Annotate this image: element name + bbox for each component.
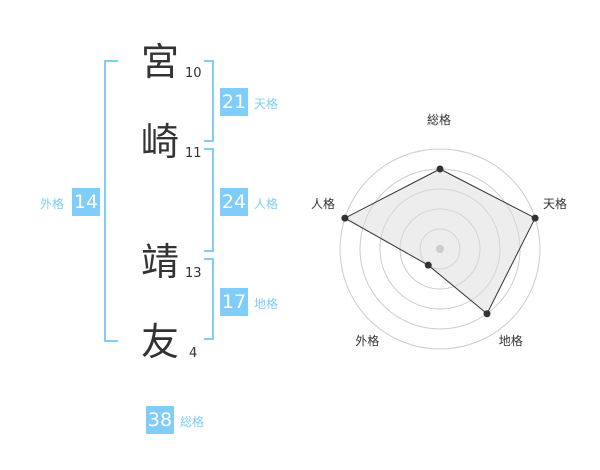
radar-axis-label: 地格 xyxy=(498,333,523,348)
name-char-1: 宮 xyxy=(140,40,179,84)
radar-point xyxy=(424,261,432,269)
stroke-count-3: 13 xyxy=(185,266,202,281)
soukaku-label: 総格 xyxy=(180,415,205,429)
radar-axis-label: 人格 xyxy=(310,197,335,212)
gaikaku-value: 14 xyxy=(72,188,100,216)
tenkaku-value: 21 xyxy=(220,88,248,116)
radar-axis-label: 総格 xyxy=(427,113,452,127)
stroke-count-2: 11 xyxy=(185,146,202,161)
name-char-4: 友 xyxy=(140,320,179,364)
radar-axis-label: 外格 xyxy=(355,333,380,348)
chikaku-bracket xyxy=(204,258,214,340)
stroke-count-4: 4 xyxy=(189,346,198,361)
outer-bracket xyxy=(104,60,118,342)
gaikaku-label: 外格 xyxy=(40,197,65,211)
radar-point xyxy=(483,310,491,318)
radar-area xyxy=(343,168,536,315)
name-char-3: 靖 xyxy=(140,240,179,284)
radar-center xyxy=(436,245,444,253)
soukaku-value: 38 xyxy=(146,406,174,434)
chikaku-value: 17 xyxy=(220,288,248,316)
radar-point xyxy=(341,214,349,222)
radar-axis-label: 天格 xyxy=(543,197,568,212)
radar-point xyxy=(436,165,444,173)
jinkaku-value: 24 xyxy=(220,188,248,216)
stroke-count-1: 10 xyxy=(185,66,202,81)
jinkaku-label: 人格 xyxy=(254,197,279,211)
jinkaku-bracket xyxy=(204,148,214,252)
name-char-2: 崎 xyxy=(140,120,179,164)
chikaku-label: 地格 xyxy=(254,297,279,311)
tenkaku-bracket xyxy=(204,60,214,142)
tenkaku-label: 天格 xyxy=(254,97,279,111)
radar-point xyxy=(531,214,539,222)
